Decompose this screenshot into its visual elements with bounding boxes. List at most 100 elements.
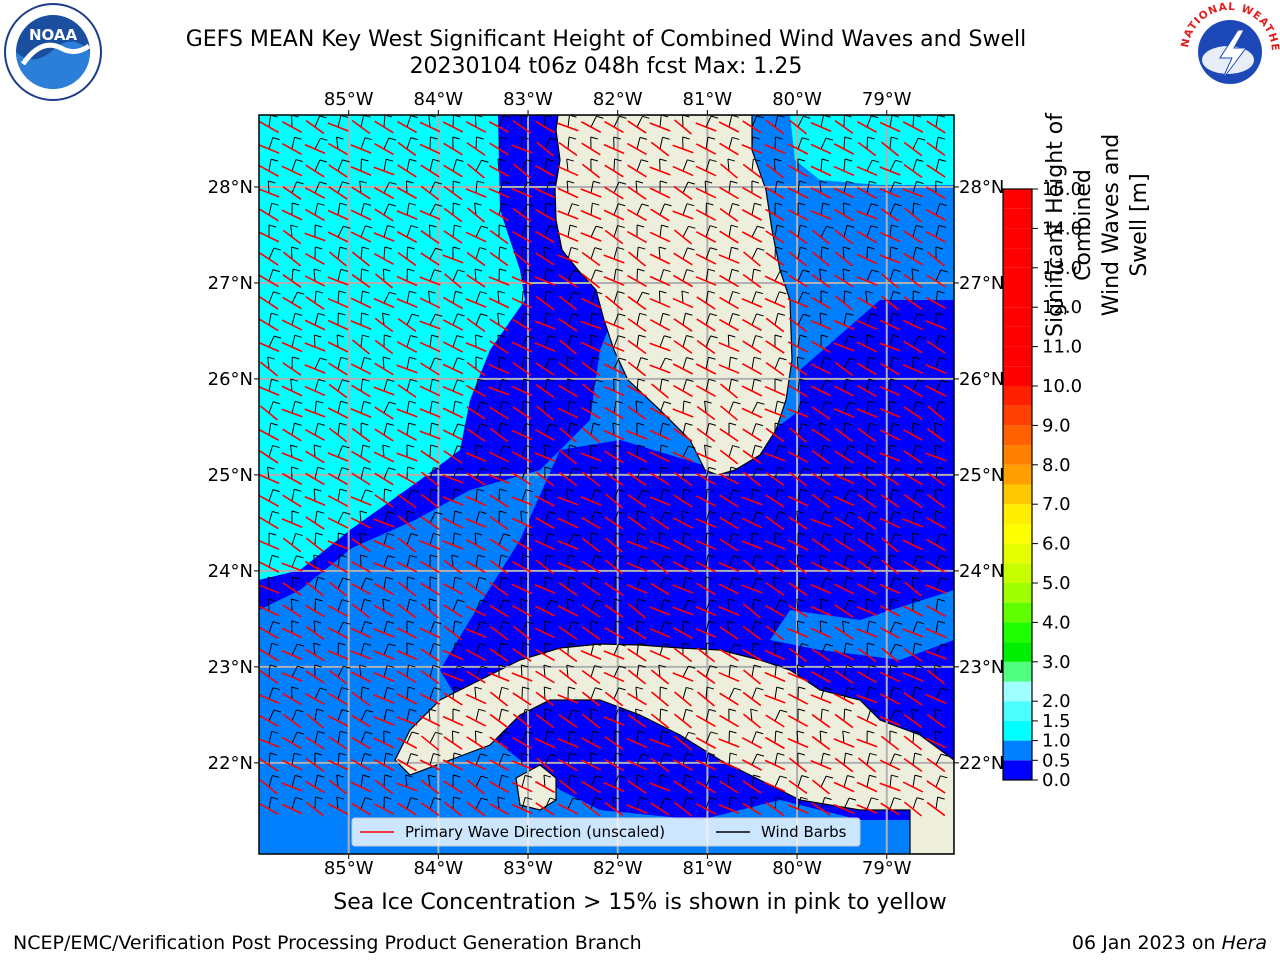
wave-arrow: [581, 780, 601, 794]
wind-barb: [842, 202, 851, 216]
wave-arrow: [903, 340, 923, 354]
wave-arrow: [350, 496, 372, 506]
wind-barb: [291, 555, 304, 568]
wind-barb: [682, 466, 691, 480]
wave-arrow: [903, 163, 923, 179]
wave-arrow: [627, 494, 647, 508]
wave-arrow: [695, 561, 717, 573]
wind-barb: [566, 180, 575, 194]
wind-barb: [383, 796, 392, 810]
wave-arrow: [581, 801, 601, 817]
wind-barb: [567, 313, 580, 326]
wave-arrow: [902, 628, 924, 638]
wind-barb: [406, 400, 417, 414]
wind-barb: [751, 467, 765, 480]
wind-barb: [751, 664, 762, 678]
wave-arrow: [328, 472, 348, 486]
wave-arrow: [925, 584, 947, 594]
wave-arrow: [580, 188, 602, 198]
wind-barb: [842, 730, 850, 744]
wind-barb: [383, 576, 393, 590]
wind-barb: [521, 445, 533, 458]
wave-arrow: [305, 801, 325, 817]
wave-arrow: [305, 208, 325, 222]
wind-barb: [728, 664, 738, 678]
wave-arrow: [350, 320, 372, 330]
wave-arrow: [351, 450, 371, 464]
wave-arrow: [373, 386, 395, 396]
wind-barb: [889, 730, 898, 744]
wave-arrow: [718, 561, 740, 573]
wind-barb: [636, 577, 648, 590]
wave-arrow: [673, 384, 693, 398]
wind-barb: [751, 554, 763, 568]
wind-barb: [659, 466, 669, 480]
wind-barb: [889, 224, 899, 238]
wind-barb: [268, 158, 279, 172]
wind-barb: [659, 136, 670, 150]
wind-barb: [498, 708, 509, 722]
wind-barb: [406, 225, 419, 238]
wave-arrow: [765, 208, 785, 222]
wave-arrow: [673, 185, 693, 201]
wind-barb: [727, 598, 736, 612]
wave-arrow: [466, 406, 486, 420]
wind-barb: [337, 225, 351, 238]
wave-arrow: [443, 450, 463, 464]
wind-barb: [521, 708, 533, 722]
wave-arrow: [535, 120, 555, 134]
wave-arrow: [420, 516, 440, 530]
wave-arrow: [442, 319, 464, 331]
wave-arrow: [765, 186, 785, 200]
wind-barb: [912, 686, 922, 700]
wave-arrow: [282, 296, 302, 310]
wave-arrow: [513, 163, 531, 179]
wave-arrow: [856, 628, 878, 638]
wave-arrow: [259, 296, 279, 310]
wind-barb: [842, 268, 851, 282]
wind-barb: [383, 291, 397, 304]
wind-barb: [866, 797, 879, 810]
wave-arrow: [627, 295, 647, 311]
wave-arrow: [374, 362, 394, 376]
wave-arrow: [649, 297, 671, 309]
wave-arrow: [833, 804, 855, 814]
wave-arrow: [903, 472, 923, 486]
wind-barb: [590, 511, 602, 524]
wave-arrow: [626, 562, 648, 572]
wave-arrow: [603, 143, 625, 155]
wind-barb: [382, 356, 391, 370]
wave-arrow: [603, 385, 625, 397]
wind-barb: [636, 532, 646, 546]
wind-barb: [429, 554, 438, 568]
wave-arrow: [765, 582, 785, 596]
wave-arrow: [420, 801, 440, 817]
wind-barb: [452, 599, 465, 612]
wind-barb: [613, 335, 626, 348]
wind-barb: [613, 554, 625, 568]
wind-barb: [659, 378, 670, 392]
wave-arrow: [649, 122, 671, 132]
wave-arrow: [512, 648, 532, 662]
noaa-logo-icon: NOAA: [4, 3, 102, 101]
wind-barb: [360, 753, 372, 766]
wind-barb: [567, 291, 581, 304]
wave-arrow: [604, 229, 624, 245]
wave-arrow: [672, 627, 694, 639]
colorbar-segment: [1003, 602, 1032, 623]
wave-arrow: [879, 605, 901, 617]
wind-barb: [405, 180, 414, 194]
wind-barb: [475, 334, 483, 348]
wave-arrow: [926, 164, 946, 178]
wave-arrow: [833, 583, 855, 595]
wind-barb: [452, 423, 465, 436]
wave-arrow: [604, 406, 624, 420]
wave-arrow: [351, 472, 371, 486]
wind-barb: [866, 269, 879, 282]
wave-arrow: [259, 274, 279, 288]
wind-barb: [912, 730, 922, 744]
wind-barb: [521, 554, 530, 568]
wind-barb: [268, 796, 279, 810]
wave-arrow: [373, 518, 395, 528]
wave-arrow: [811, 296, 831, 310]
